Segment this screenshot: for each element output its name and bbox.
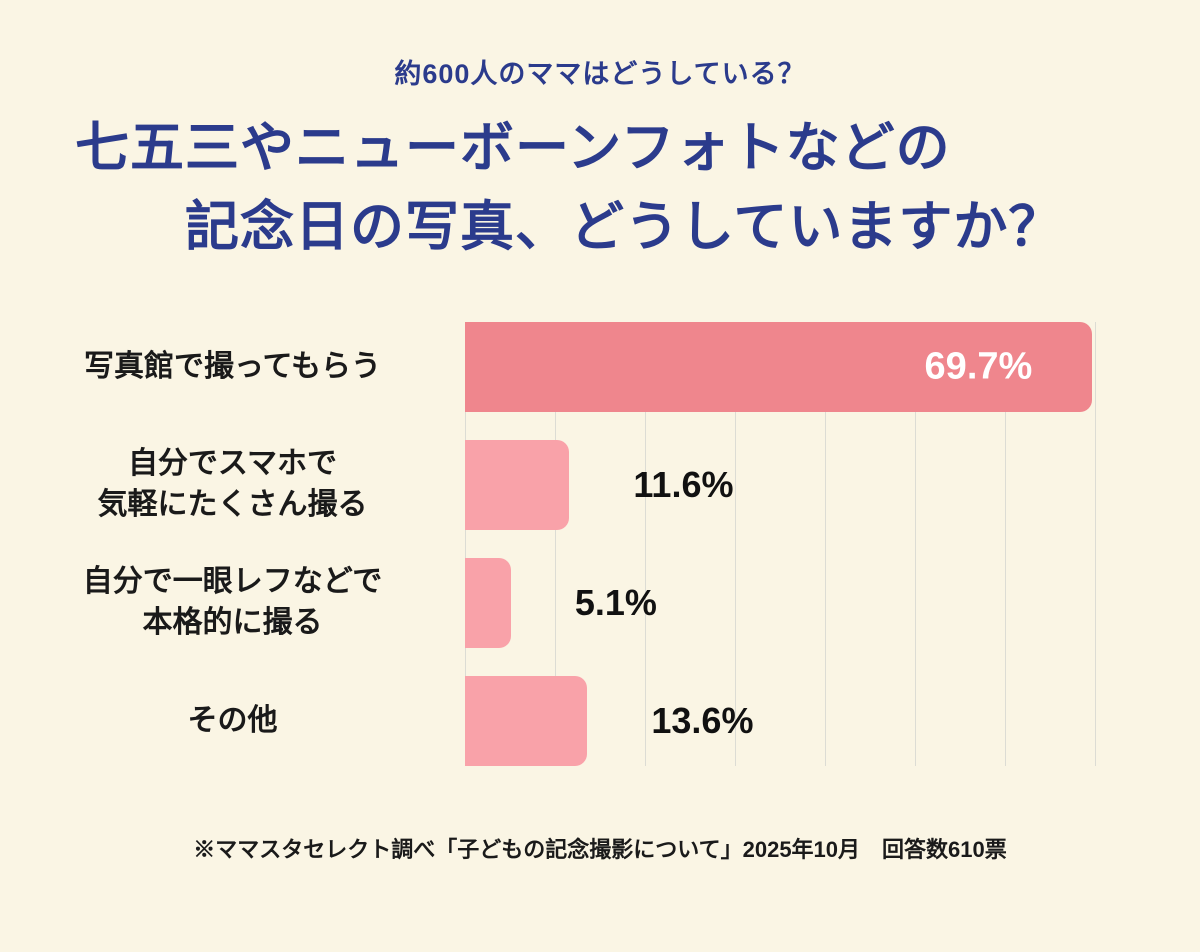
gridline	[915, 321, 916, 766]
gridline	[1095, 321, 1096, 766]
category-label: 自分で一眼レフなどで 本格的に撮る	[82, 565, 383, 639]
value-label: 5.1%	[574, 581, 657, 623]
page-title-line2: 記念日の写真、どうしていますか？	[185, 197, 1064, 258]
chart-row: 写真館で撮ってもらう 69.7%	[0, 321, 1200, 412]
chart-row: 自分でスマホで 気軽にたくさん撮る 11.6%	[0, 439, 1200, 530]
page-title: 七五三やニューボーンフォトなどの 記念日の写真、どうしていますか？	[0, 118, 1200, 258]
chart-subtitle: 約600人のママはどうしている？	[394, 59, 806, 89]
value-label: 69.7%	[924, 345, 1033, 388]
value-label: 11.6%	[633, 463, 734, 505]
bar-area: 69.7%	[465, 321, 1095, 412]
chart-row: 自分で一眼レフなどで 本格的に撮る 5.1%	[0, 557, 1200, 648]
chart-rows: 写真館で撮ってもらう 69.7% 自分でスマホで 気軽にたくさん撮る 11.6% 自分で…	[0, 321, 1200, 766]
category-label: 自分でスマホで 気軽にたくさん撮る	[97, 447, 368, 521]
gridline	[825, 321, 826, 766]
category-label: その他	[187, 703, 278, 737]
gridline	[645, 321, 646, 766]
bar: 69.7%	[465, 321, 1093, 412]
gridline	[1005, 321, 1006, 766]
bar	[465, 439, 570, 530]
gridlines	[465, 321, 1096, 766]
page-title-line1: 七五三やニューボーンフォトなどの	[75, 118, 951, 178]
category-label: 写真館で撮ってもらう	[84, 349, 381, 383]
bar	[465, 557, 511, 648]
bar-area: 11.6%	[465, 439, 1095, 530]
source-note: ※ママスタセレクト調べ「子どもの記念撮影について」2025年10月 回答数610…	[193, 836, 1007, 862]
bar-area: 13.6%	[465, 675, 1095, 766]
gridline	[555, 321, 556, 766]
bar	[465, 675, 588, 766]
chart-row: その他 13.6%	[0, 675, 1200, 766]
bar-chart: 写真館で撮ってもらう 69.7% 自分でスマホで 気軽にたくさん撮る 11.6% 自分で…	[0, 321, 1200, 766]
value-label: 13.6%	[651, 699, 754, 741]
gridline	[735, 321, 736, 766]
bar-area: 5.1%	[465, 557, 1095, 648]
gridline	[465, 321, 466, 766]
